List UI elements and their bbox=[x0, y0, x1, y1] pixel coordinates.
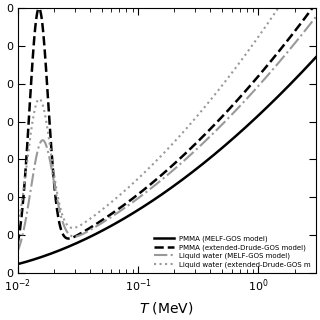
PMMA (MELF-GOS model) bbox=[136, 208, 140, 212]
Line: PMMA (MELF-GOS model): PMMA (MELF-GOS model) bbox=[18, 57, 316, 264]
Liquid water (MELF-GOS model) bbox=[248, 93, 252, 97]
PMMA (extended-Drude-GOS model) bbox=[147, 184, 151, 188]
PMMA (extended-Drude-GOS model) bbox=[254, 77, 258, 81]
PMMA (extended-Drude-GOS model) bbox=[136, 192, 140, 196]
PMMA (MELF-GOS model) bbox=[220, 146, 224, 150]
X-axis label: $T$ (MeV): $T$ (MeV) bbox=[140, 300, 194, 316]
Line: Liquid water (extended-Drude-GOS m: Liquid water (extended-Drude-GOS m bbox=[18, 0, 316, 228]
Liquid water (extended-Drude-GOS m bbox=[137, 176, 140, 180]
PMMA (extended-Drude-GOS model) bbox=[16, 242, 20, 245]
Liquid water (MELF-GOS model) bbox=[46, 150, 50, 154]
PMMA (MELF-GOS model) bbox=[16, 262, 20, 266]
Legend: PMMA (MELF-GOS model), PMMA (extended-Drude-GOS model), Liquid water (MELF-GOS m: PMMA (MELF-GOS model), PMMA (extended-Dr… bbox=[153, 234, 312, 269]
Liquid water (extended-Drude-GOS m bbox=[249, 46, 252, 50]
PMMA (extended-Drude-GOS model) bbox=[220, 115, 224, 118]
PMMA (MELF-GOS model) bbox=[147, 201, 151, 205]
PMMA (extended-Drude-GOS model) bbox=[248, 84, 252, 88]
PMMA (extended-Drude-GOS model) bbox=[46, 98, 50, 102]
PMMA (MELF-GOS model) bbox=[46, 253, 50, 257]
Liquid water (extended-Drude-GOS m bbox=[221, 83, 225, 87]
Line: PMMA (extended-Drude-GOS model): PMMA (extended-Drude-GOS model) bbox=[18, 4, 316, 244]
Liquid water (MELF-GOS model) bbox=[220, 122, 224, 126]
Liquid water (extended-Drude-GOS m bbox=[147, 166, 151, 170]
Liquid water (MELF-GOS model) bbox=[254, 87, 258, 91]
Liquid water (MELF-GOS model) bbox=[147, 188, 151, 192]
Liquid water (MELF-GOS model) bbox=[16, 249, 20, 253]
Line: Liquid water (MELF-GOS model): Liquid water (MELF-GOS model) bbox=[18, 17, 316, 251]
Liquid water (extended-Drude-GOS m bbox=[46, 131, 50, 135]
PMMA (MELF-GOS model) bbox=[254, 116, 258, 120]
Liquid water (extended-Drude-GOS m bbox=[16, 226, 20, 230]
PMMA (extended-Drude-GOS model) bbox=[314, 2, 318, 5]
Liquid water (MELF-GOS model) bbox=[136, 196, 140, 200]
PMMA (MELF-GOS model) bbox=[248, 121, 252, 125]
Liquid water (extended-Drude-GOS m bbox=[254, 38, 258, 42]
Liquid water (MELF-GOS model) bbox=[314, 15, 318, 19]
Liquid water (extended-Drude-GOS m bbox=[71, 226, 75, 230]
PMMA (MELF-GOS model) bbox=[314, 55, 318, 59]
